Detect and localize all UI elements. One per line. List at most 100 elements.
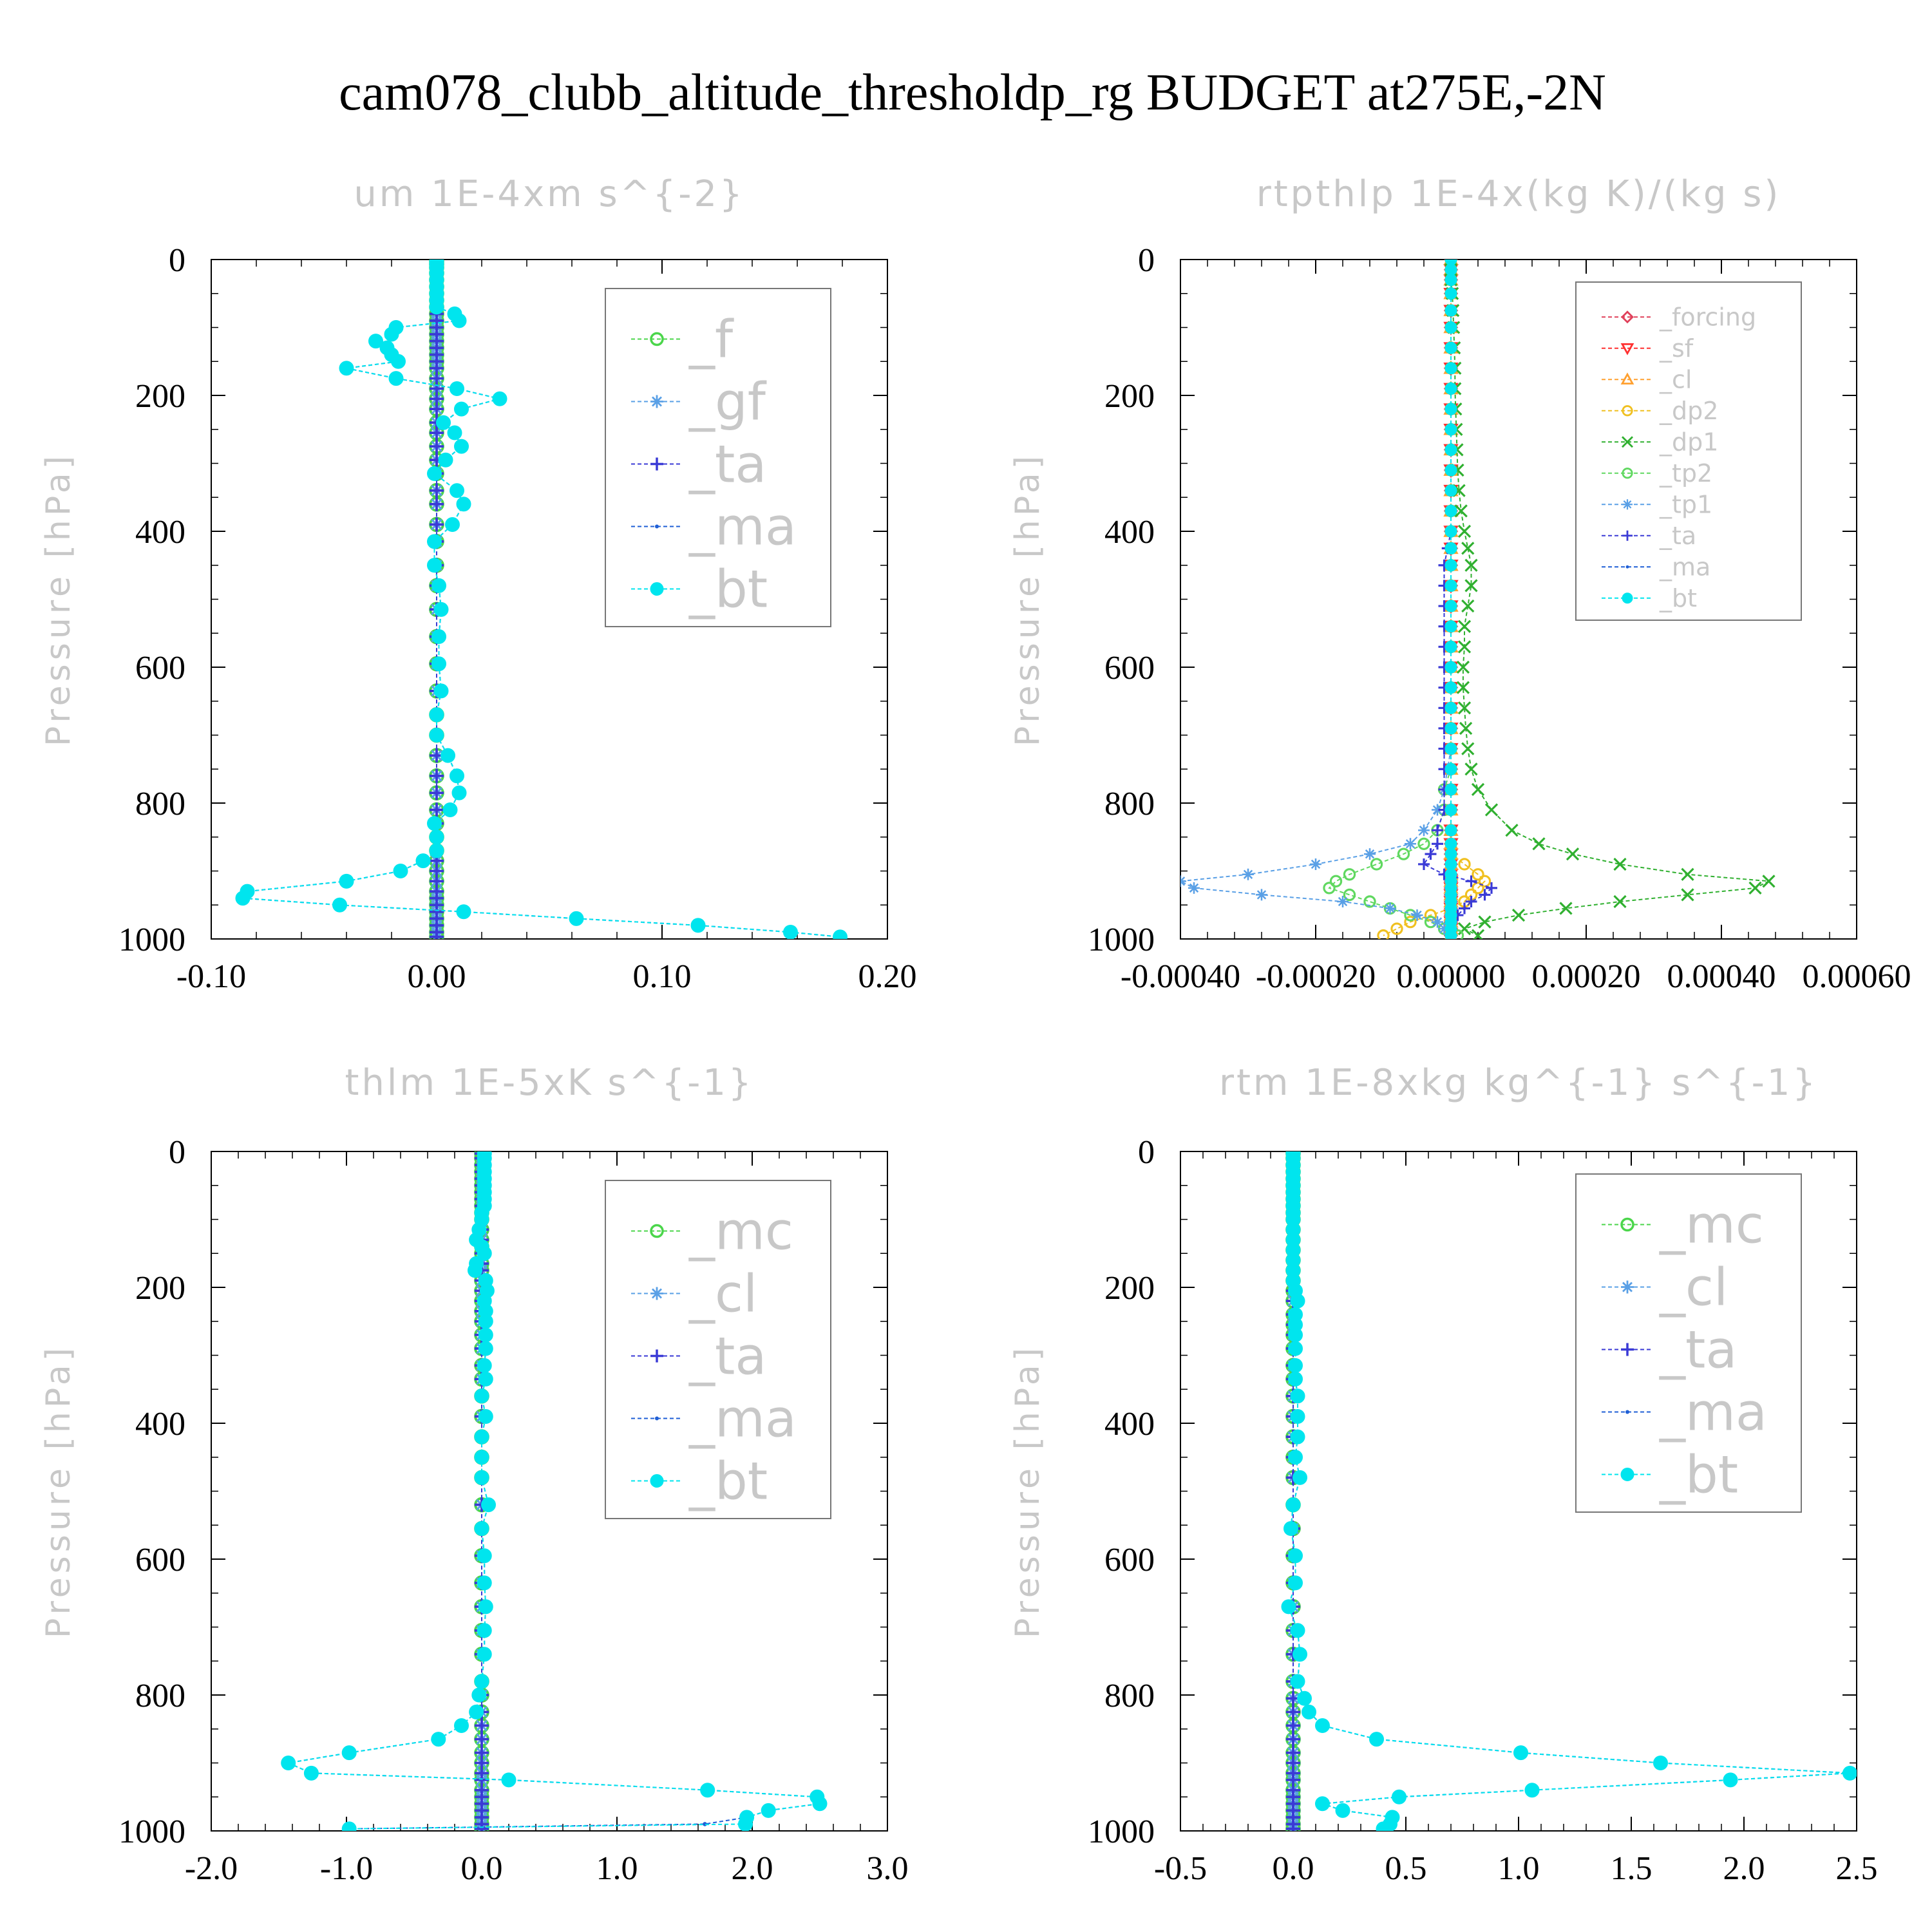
data-point-ta <box>1479 889 1491 901</box>
data-point-ta <box>430 439 444 454</box>
data-point-dp1 <box>1471 929 1485 939</box>
x-tick-label: 1.5 <box>1611 1850 1653 1887</box>
data-point-bt <box>469 1704 484 1719</box>
data-point-tp1 <box>1337 895 1349 907</box>
data-point-dp1 <box>1464 762 1478 776</box>
data-point-bt <box>1444 504 1457 517</box>
data-point-bt <box>690 918 706 933</box>
y-tick-label: 800 <box>135 786 185 822</box>
data-point-tp2 <box>1323 882 1336 895</box>
data-point-tp2 <box>1397 848 1410 860</box>
data-point-bt <box>450 381 464 396</box>
legend-label: _cl <box>688 1264 757 1324</box>
data-point-dp1 <box>1456 681 1470 694</box>
data-point-bt <box>427 558 442 573</box>
data-point-bt <box>1288 1341 1303 1356</box>
data-point-bt <box>427 816 442 831</box>
y-tick-label: 0 <box>1138 242 1155 279</box>
data-point-dp1 <box>1457 640 1472 654</box>
data-point-ta <box>430 517 444 532</box>
data-point-bt <box>415 853 431 869</box>
data-point-bt <box>1290 1429 1305 1444</box>
data-point-dp2 <box>1458 858 1471 871</box>
data-point-tp1 <box>1180 875 1186 887</box>
data-point-bt <box>1290 1674 1305 1689</box>
y-tick-label: 400 <box>1104 514 1155 551</box>
data-point-bt <box>450 483 464 498</box>
data-point-bt <box>1392 1789 1406 1804</box>
y-tick-label: 600 <box>135 650 185 687</box>
data-point-bt <box>341 1821 357 1831</box>
figure-title: cam078_clubb_altitude_thresholdp_rg BUDG… <box>339 64 1606 121</box>
legend-marker <box>1621 1343 1634 1356</box>
data-point-bt <box>1444 423 1457 436</box>
legend-marker <box>1622 468 1633 479</box>
y-tick-label: 200 <box>1104 1270 1155 1307</box>
data-point-bt <box>429 707 444 723</box>
data-point-tp1 <box>1432 804 1443 816</box>
data-point-bt <box>478 1327 493 1343</box>
y-axis-label: Pressure [hPa] <box>39 1344 78 1638</box>
data-point-bt <box>477 1623 492 1638</box>
data-point-tp1 <box>1438 923 1450 935</box>
panel-title: thlm 1E-5xK s^{-1} <box>345 1062 753 1104</box>
data-point-dp2 <box>1390 922 1403 935</box>
data-point-bt <box>474 1674 489 1689</box>
data-point-bt <box>429 728 444 743</box>
legend-marker <box>650 332 664 346</box>
data-point-bt <box>429 829 444 845</box>
plot-frame <box>211 259 888 940</box>
data-point-dp2 <box>1404 915 1417 929</box>
series-layer <box>1281 1151 1857 1831</box>
y-axis-label: Pressure [hPa] <box>1009 1344 1047 1638</box>
data-point-bt <box>442 802 458 818</box>
data-point-bt <box>429 299 444 315</box>
data-point-bt <box>1444 525 1457 538</box>
data-point-bt <box>1444 362 1457 375</box>
data-point-bt <box>471 1687 487 1703</box>
x-tick-label: -0.00040 <box>1121 958 1240 995</box>
data-point-bt <box>1444 443 1457 456</box>
data-point-bt <box>474 1470 489 1485</box>
data-point-bt <box>1293 1647 1307 1662</box>
legend-label: _bt <box>688 1452 768 1511</box>
data-point-bt <box>427 534 442 549</box>
data-point-bt <box>468 1263 482 1278</box>
chart-panel-1: um 1E-4xm s^{-2} Pressure [hPa] -0.10 0.00 0… <box>39 173 917 995</box>
data-point-bt <box>1283 1521 1298 1537</box>
data-point-bt <box>478 1408 493 1424</box>
data-point-dp1 <box>1505 824 1519 837</box>
data-point-ta <box>1432 824 1443 837</box>
data-point-ta <box>430 497 444 511</box>
data-point-bt <box>431 629 446 645</box>
data-point-bt <box>1444 837 1457 850</box>
data-point-bt <box>339 873 354 889</box>
data-point-bt <box>1288 1371 1303 1387</box>
data-point-dp1 <box>1454 504 1468 518</box>
data-point-bt <box>1444 722 1457 735</box>
x-tick-label: 2.0 <box>732 1850 773 1887</box>
legend-label: _mc <box>688 1202 793 1262</box>
data-point-bt <box>478 1371 493 1387</box>
data-point-tp1 <box>1242 868 1254 880</box>
data-point-bt <box>433 683 449 699</box>
data-point-dp2 <box>1478 875 1492 887</box>
legend-label: _mc <box>1659 1195 1764 1255</box>
legend-label: _cl <box>1659 366 1692 394</box>
data-point-bt <box>1444 929 1457 939</box>
data-point-tp1 <box>1418 824 1430 837</box>
data-point-bt <box>456 497 471 512</box>
data-point-bt <box>332 897 347 913</box>
data-point-bt <box>393 864 408 878</box>
legend-label: _gf <box>688 372 767 432</box>
legend-marker <box>650 1349 663 1363</box>
y-tick-label: 600 <box>135 1542 185 1578</box>
y-tick-label: 800 <box>135 1678 185 1714</box>
data-point-bt <box>478 1599 493 1615</box>
data-point-ta <box>430 483 444 498</box>
data-point-ta <box>1286 1718 1300 1733</box>
legend-label: _tp2 <box>1659 459 1712 488</box>
data-point-bt <box>1444 484 1457 497</box>
legend-box <box>605 288 831 627</box>
